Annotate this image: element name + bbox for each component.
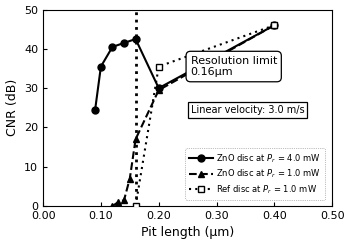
Line: ZnO disc at $P_r$ = 1.0 mW: ZnO disc at $P_r$ = 1.0 mW xyxy=(109,22,278,209)
ZnO disc at $P_r$ = 4.0 mW xyxy=(156,87,161,90)
Line: Ref disc at $P_r$ = 1.0 mW: Ref disc at $P_r$ = 1.0 mW xyxy=(132,22,278,209)
Line: ZnO disc at $P_r$ = 4.0 mW: ZnO disc at $P_r$ = 4.0 mW xyxy=(92,22,278,113)
Text: Resolution limit
0.16μm: Resolution limit 0.16μm xyxy=(190,56,277,77)
ZnO disc at $P_r$ = 1.0 mW xyxy=(110,205,114,208)
Y-axis label: CNR (dB): CNR (dB) xyxy=(6,79,19,136)
ZnO disc at $P_r$ = 4.0 mW xyxy=(133,37,138,40)
Legend: ZnO disc at $P_r$ = 4.0 mW, ZnO disc at $P_r$ = 1.0 mW, Ref disc at $P_r$ = 1.0 : ZnO disc at $P_r$ = 4.0 mW, ZnO disc at … xyxy=(185,148,325,200)
ZnO disc at $P_r$ = 1.0 mW xyxy=(116,201,120,204)
X-axis label: Pit length (μm): Pit length (μm) xyxy=(141,226,234,239)
Ref disc at $P_r$ = 1.0 mW xyxy=(156,65,161,68)
ZnO disc at $P_r$ = 1.0 mW xyxy=(133,138,138,141)
ZnO disc at $P_r$ = 4.0 mW xyxy=(122,41,126,44)
ZnO disc at $P_r$ = 4.0 mW xyxy=(99,65,103,68)
ZnO disc at $P_r$ = 1.0 mW xyxy=(156,89,161,92)
ZnO disc at $P_r$ = 1.0 mW xyxy=(272,24,276,27)
ZnO disc at $P_r$ = 1.0 mW xyxy=(122,199,126,202)
ZnO disc at $P_r$ = 4.0 mW xyxy=(110,45,114,48)
ZnO disc at $P_r$ = 1.0 mW xyxy=(128,177,132,180)
Text: Linear velocity: 3.0 m/s: Linear velocity: 3.0 m/s xyxy=(190,105,304,115)
Ref disc at $P_r$ = 1.0 mW xyxy=(133,205,138,208)
ZnO disc at $P_r$ = 4.0 mW xyxy=(93,108,97,111)
ZnO disc at $P_r$ = 4.0 mW xyxy=(272,24,276,27)
Ref disc at $P_r$ = 1.0 mW xyxy=(272,24,276,27)
